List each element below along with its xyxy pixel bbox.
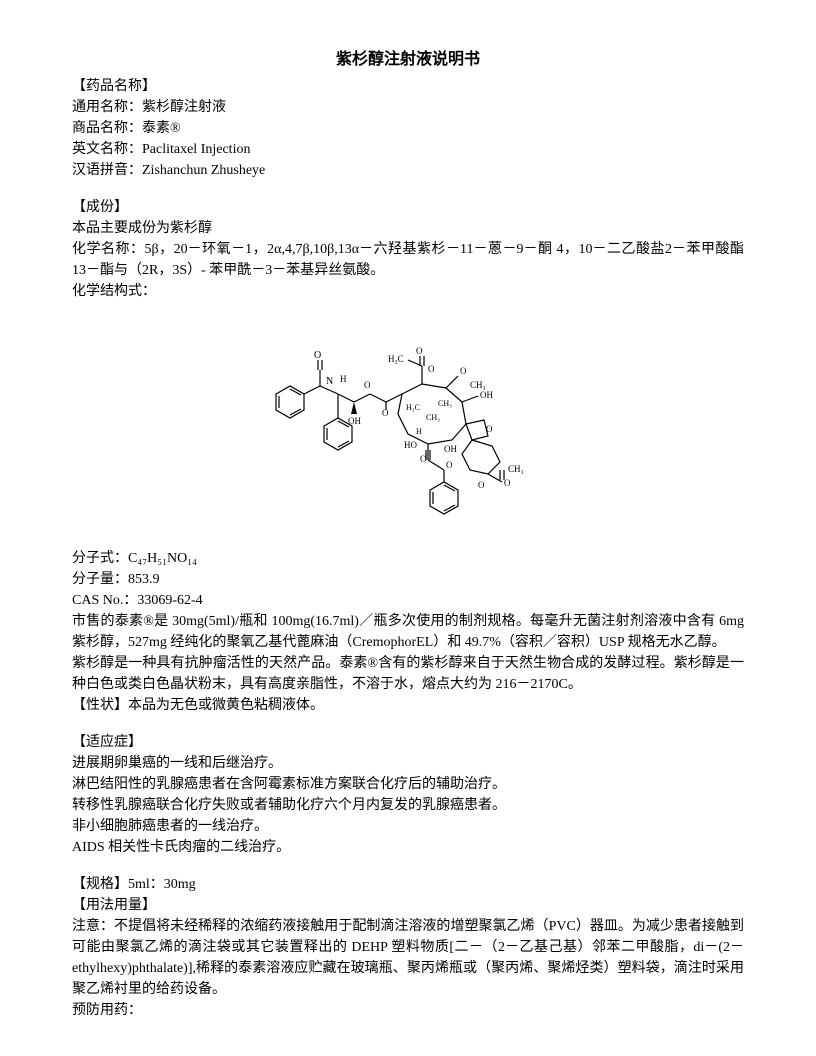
trade-name-value: 泰素® (142, 121, 181, 136)
pinyin-value: Zishanchun Zhusheye (142, 163, 265, 178)
document-title: 紫杉醇注射液说明书 (72, 48, 744, 72)
ingredients-main: 本品主要成份为紫杉醇 (72, 218, 744, 239)
structure-label: 化学结构式： (72, 281, 744, 302)
chem-name-label: 化学名称： (72, 242, 145, 257)
svg-text:CH₃: CH₃ (438, 399, 452, 408)
svg-text:CH₃: CH₃ (470, 380, 486, 390)
mw-value: 853.9 (128, 572, 160, 587)
svg-text:O: O (478, 480, 485, 490)
svg-text:HO: HO (404, 440, 417, 450)
svg-text:O: O (314, 350, 321, 361)
generic-name-row: 通用名称：紫杉醇注射液 (72, 97, 744, 118)
svg-text:O: O (504, 478, 511, 488)
generic-name-label: 通用名称： (72, 100, 142, 115)
svg-text:CH₃: CH₃ (426, 413, 440, 422)
cas-label: CAS No.： (72, 593, 137, 608)
svg-text:H₃C: H₃C (388, 354, 404, 364)
svg-text:H: H (416, 427, 422, 436)
description-1: 市售的泰素®是 30mg(5ml)/瓶和 100mg(16.7ml)／瓶多次使用… (72, 611, 744, 653)
svg-text:O: O (460, 366, 467, 376)
chemical-structure-diagram: O N H OH O O (72, 322, 744, 524)
indication-1: 进展期卵巢癌的一线和后继治疗。 (72, 753, 744, 774)
svg-text:OH: OH (480, 390, 493, 400)
appearance-row: 【性状】本品为无色或微黄色粘稠液体。 (72, 695, 744, 716)
description-2: 紫杉醇是一种具有抗肿瘤活性的天然产品。泰素®含有的紫杉醇来自于天然生物合成的发酵… (72, 653, 744, 695)
cas-row: CAS No.：33069-62-4 (72, 590, 744, 611)
chem-name-row: 化学名称：5β，20－环氧－1，2α,4,7β,10β,13α－六羟基紫杉－11… (72, 239, 744, 281)
mw-label: 分子量： (72, 572, 128, 587)
prevention-label: 预防用药： (72, 1000, 744, 1021)
indication-2: 淋巴结阳性的乳腺癌患者在含阿霉素标准方案联合化疗后的辅助治疗。 (72, 774, 744, 795)
svg-text:O: O (364, 380, 371, 390)
molecular-formula-row: 分子式：C₄₇H₅₁NO₁₄ (72, 548, 744, 569)
english-name-row: 英文名称：Paclitaxel Injection (72, 139, 744, 160)
dosage-note: 注意：不提倡将未经稀释的浓缩药液接触用于配制滴注溶液的增塑聚氯乙烯（PVC）器皿… (72, 916, 744, 1000)
svg-text:N: N (326, 376, 333, 387)
svg-text:H: H (340, 374, 347, 384)
mf-value: C₄₇H₅₁NO₁₄ (128, 551, 197, 566)
trade-name-row: 商品名称：泰素® (72, 118, 744, 139)
english-name-value: Paclitaxel Injection (142, 142, 250, 157)
svg-text:OH: OH (444, 444, 457, 454)
cas-value: 33069-62-4 (137, 593, 202, 608)
svg-text:O: O (446, 460, 453, 470)
svg-text:O: O (428, 364, 435, 374)
svg-text:O: O (416, 346, 423, 356)
drug-name-header: 【药品名称】 (72, 76, 744, 97)
svg-text:O: O (486, 424, 493, 434)
indication-5: AIDS 相关性卡氏肉瘤的二线治疗。 (72, 837, 744, 858)
english-name-label: 英文名称： (72, 142, 142, 157)
indications-header: 【适应症】 (72, 732, 744, 753)
svg-text:O: O (420, 454, 427, 464)
chem-name-value: 5β，20－环氧－1，2α,4,7β,10β,13α－六羟基紫杉－11－蒽－9－… (72, 242, 744, 278)
ingredients-header: 【成份】 (72, 197, 744, 218)
dosage-header: 【用法用量】 (72, 895, 744, 916)
svg-text:H₃C: H₃C (406, 403, 420, 412)
indication-4: 非小细胞肺癌患者的一线治疗。 (72, 816, 744, 837)
trade-name-label: 商品名称： (72, 121, 142, 136)
mf-label: 分子式： (72, 551, 128, 566)
generic-name-value: 紫杉醇注射液 (142, 100, 226, 115)
indication-3: 转移性乳腺癌联合化疗失败或者辅助化疗六个月内复发的乳腺癌患者。 (72, 795, 744, 816)
pinyin-row: 汉语拼音：Zishanchun Zhusheye (72, 160, 744, 181)
pinyin-label: 汉语拼音： (72, 163, 142, 178)
svg-text:CH₃: CH₃ (508, 464, 524, 474)
molecular-weight-row: 分子量：853.9 (72, 569, 744, 590)
specification-row: 【规格】5ml：30mg (72, 874, 744, 895)
